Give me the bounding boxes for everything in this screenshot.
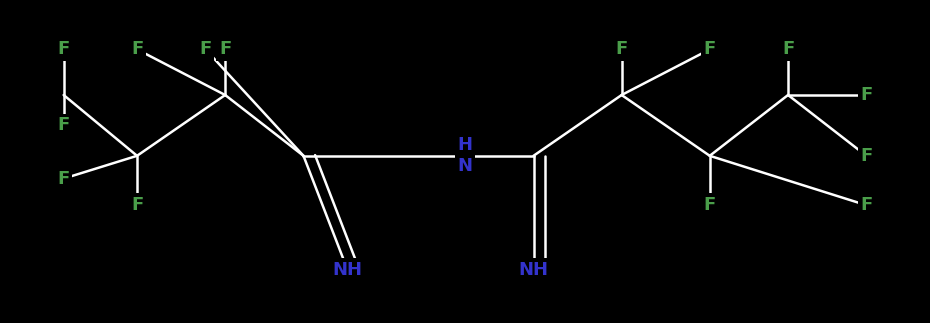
Text: F: F: [860, 147, 872, 165]
Text: NH: NH: [519, 261, 549, 279]
Text: F: F: [199, 40, 212, 58]
Text: F: F: [860, 86, 872, 104]
Text: F: F: [616, 40, 628, 58]
Text: H
N: H N: [458, 136, 472, 175]
Text: F: F: [131, 40, 143, 58]
Text: F: F: [58, 170, 70, 188]
Text: F: F: [860, 196, 872, 214]
Text: F: F: [131, 196, 143, 214]
Text: F: F: [219, 40, 232, 58]
Text: F: F: [58, 40, 70, 58]
Text: F: F: [782, 40, 794, 58]
Text: F: F: [58, 116, 70, 134]
Text: NH: NH: [333, 261, 363, 279]
Text: F: F: [704, 40, 716, 58]
Text: F: F: [704, 196, 716, 214]
